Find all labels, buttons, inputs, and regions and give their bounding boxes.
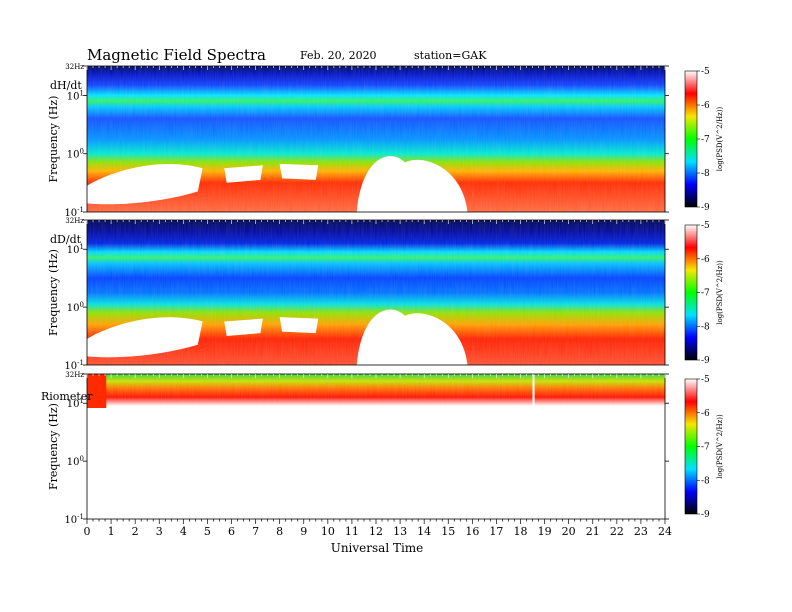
y-tick-label: 101 (67, 243, 84, 256)
x-tick-label: 24 (658, 525, 672, 538)
figure-title: Magnetic Field Spectra (87, 46, 266, 64)
x-tick-label: 9 (300, 525, 307, 538)
x-tick-label: 13 (393, 525, 407, 538)
colorbar-tick-label: -7 (701, 443, 710, 453)
saturated-region (87, 163, 203, 205)
x-tick-label: 2 (132, 525, 139, 538)
colorbar-2: -5 -6 -7 -8 -9 log(PSD(V^2/Hz)) (684, 221, 724, 366)
colorbar-tick-label: -7 (701, 135, 710, 145)
y-tick-label: 32Hz (65, 217, 84, 225)
x-tick-label: 23 (634, 525, 648, 538)
colorbar-tick-label: -5 (701, 375, 710, 385)
colorbar-3: -5 -6 -7 -8 -9 log(PSD(V^2/Hz)) (684, 375, 724, 520)
y-tick-label: 101 (67, 89, 84, 102)
saturated-region (87, 317, 203, 358)
colorbar-tick-label: -6 (701, 409, 710, 419)
colorbar-tick-label: -7 (701, 289, 710, 299)
colorbar-gradient (684, 224, 698, 361)
colorbar-1: -5 -6 -7 -8 -9 log(PSD(V^2/Hz)) (684, 67, 724, 213)
colorbar-gradient (684, 378, 698, 515)
y-axis-label: Frequency (Hz) (47, 249, 60, 336)
colorbar-label: log(PSD(V^2/Hz)) (716, 106, 724, 171)
channel-label: Riometer (41, 390, 93, 403)
x-tick-label: 1 (108, 525, 115, 538)
colorbar-tick-label: -8 (701, 322, 710, 332)
colorbar-tick-label: -9 (701, 510, 710, 520)
y-tick-label: 100 (67, 301, 84, 314)
y-tick-label: 100 (67, 455, 84, 468)
y-tick-label: 101 (67, 397, 84, 410)
x-tick-label: 22 (610, 525, 624, 538)
colorbar-label: log(PSD(V^2/Hz)) (716, 260, 724, 325)
y-tick-label: 32Hz (65, 63, 84, 71)
riometer-onset (87, 374, 107, 408)
y-tick-label: 32Hz (65, 371, 84, 379)
saturated-region (279, 163, 319, 180)
y-tick-label: 10-1 (64, 206, 84, 219)
y-tick-label: 100 (67, 148, 84, 161)
x-tick-label: 3 (156, 525, 163, 538)
colorbar-tick-label: -8 (701, 169, 710, 179)
y-axis-label: Frequency (Hz) (47, 403, 60, 490)
x-tick-label: 4 (180, 525, 187, 538)
x-tick-label: 12 (369, 525, 383, 538)
colorbar-gradient (684, 70, 698, 208)
saturated-region (356, 309, 468, 365)
channel-label: dH/dt (50, 79, 82, 92)
station-label: station=GAK (414, 49, 487, 62)
x-tick-label: 7 (252, 525, 259, 538)
colorbar-tick-label: -5 (701, 221, 710, 231)
x-axis-label: Universal Time (331, 541, 424, 555)
saturated-region (279, 317, 319, 334)
channel-label: dD/dt (50, 233, 82, 246)
time-axis: 0 1 2 3 4 5 6 7 8 9 10 11 12 13 14 15 16 17 18 19 20 21 22 23 24 (84, 519, 672, 538)
x-tick-label: 14 (417, 525, 431, 538)
y-tick-label: 10-1 (64, 359, 84, 372)
panel-1: dH/dt Frequency (Hz) 32Hz 101 100 10-1 (47, 63, 669, 219)
riometer-gap (532, 374, 535, 408)
date-label: Feb. 20, 2020 (300, 49, 377, 62)
saturated-region (224, 318, 263, 336)
saturated-region (356, 156, 468, 212)
colorbar-tick-label: -5 (701, 67, 710, 77)
x-tick-label: 15 (441, 525, 455, 538)
x-tick-label: 10 (321, 525, 335, 538)
x-tick-label: 11 (345, 525, 359, 538)
x-tick-label: 0 (84, 525, 91, 538)
colorbars: -5 -6 -7 -8 -9 log(PSD(V^2/Hz)) -5 -6 -7 -8 -9 log(… (684, 67, 724, 520)
x-tick-label: 6 (228, 525, 235, 538)
colorbar-tick-label: -9 (701, 356, 710, 366)
colorbar-tick-label: -6 (701, 255, 710, 265)
x-tick-label: 21 (586, 525, 600, 538)
panel-2: dD/dt Frequency (Hz) 32Hz 101 100 10-1 (47, 217, 669, 372)
x-tick-label: 18 (514, 525, 528, 538)
colorbar-tick-label: -9 (701, 203, 710, 213)
colorbar-label: log(PSD(V^2/Hz)) (716, 414, 724, 479)
x-tick-label: 20 (562, 525, 576, 538)
colorbar-tick-label: -8 (701, 476, 710, 486)
x-tick-label: 16 (465, 525, 479, 538)
y-axis-label: Frequency (Hz) (47, 96, 60, 183)
saturated-region (224, 165, 263, 183)
x-tick-label: 19 (538, 525, 552, 538)
x-tick-label: 8 (276, 525, 283, 538)
colorbar-tick-label: -6 (701, 101, 710, 111)
y-tick-label: 10-1 (64, 513, 84, 526)
x-tick-label: 5 (204, 525, 211, 538)
spectrogram-panels: dH/dt Frequency (Hz) 32Hz 101 100 10-1 dD/dt Fr… (41, 63, 669, 526)
x-tick-label: 17 (489, 525, 503, 538)
spectrogram-texture (87, 374, 665, 519)
